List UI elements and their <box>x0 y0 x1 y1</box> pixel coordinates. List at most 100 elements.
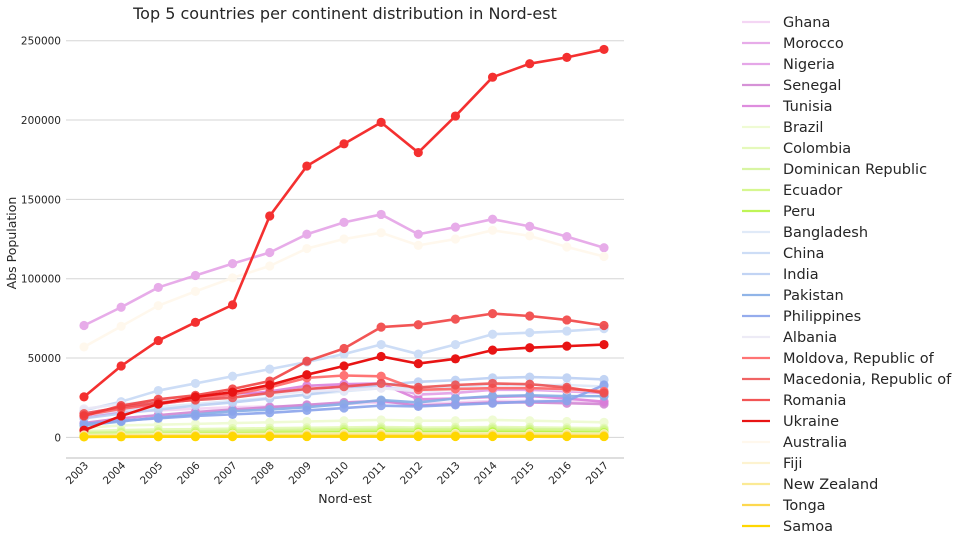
data-point <box>79 411 89 421</box>
data-point <box>599 388 609 398</box>
legend-label: Romania <box>783 393 846 409</box>
data-point <box>79 342 89 352</box>
data-point <box>339 381 349 392</box>
legend-label: Tunisia <box>782 99 833 115</box>
data-point <box>79 392 89 402</box>
data-point <box>562 315 572 325</box>
data-point <box>599 243 609 253</box>
data-point <box>190 270 201 281</box>
x-tick-label: 2007 <box>212 460 239 487</box>
series <box>79 339 609 435</box>
x-tick-label: 2017 <box>584 460 611 487</box>
data-point <box>376 117 386 128</box>
data-point <box>599 339 609 350</box>
data-point <box>265 380 275 390</box>
data-point <box>487 391 498 401</box>
data-point <box>487 345 498 355</box>
series-line <box>83 213 605 327</box>
data-point <box>599 320 609 331</box>
data-point <box>190 411 201 421</box>
data-point <box>302 370 312 380</box>
data-point <box>190 286 201 296</box>
x-tick-label: 2008 <box>249 460 276 487</box>
series <box>79 415 609 433</box>
data-point <box>487 415 498 425</box>
data-point <box>525 59 535 69</box>
data-point <box>562 52 572 62</box>
series <box>79 44 609 402</box>
data-point <box>525 311 535 321</box>
data-point <box>413 358 423 369</box>
legend-label: Ecuador <box>783 183 842 199</box>
data-point <box>599 44 609 55</box>
data-point <box>525 231 535 241</box>
data-point <box>450 354 461 364</box>
data-point <box>302 243 312 254</box>
data-point <box>525 343 535 353</box>
data-point <box>450 416 461 426</box>
data-point <box>525 379 535 389</box>
data-point <box>339 403 349 413</box>
data-point <box>265 388 275 398</box>
data-point <box>450 400 461 410</box>
data-point <box>487 378 498 389</box>
series-lines <box>79 44 609 442</box>
legend-label: Senegal <box>783 78 841 94</box>
data-point <box>227 432 238 442</box>
data-point <box>265 247 275 258</box>
series <box>79 225 609 352</box>
data-point <box>227 300 238 310</box>
data-point <box>413 147 423 158</box>
y-tick-label: 100000 <box>21 274 61 286</box>
data-point <box>487 225 498 235</box>
y-tick-label: 200000 <box>21 115 61 127</box>
data-point <box>376 339 386 350</box>
data-point <box>153 282 163 293</box>
legend-label: Tonga <box>782 498 826 514</box>
data-point <box>153 385 163 396</box>
x-tick-label: 2014 <box>472 459 500 487</box>
data-point <box>525 397 535 407</box>
y-tick-label: 250000 <box>21 36 61 48</box>
x-tick-label: 2012 <box>398 460 425 487</box>
legend-label: Moldova, Republic of <box>783 351 935 367</box>
data-point <box>450 393 461 404</box>
data-point <box>487 72 498 82</box>
x-tick-label: 2003 <box>64 460 91 487</box>
legend-label: Brazil <box>783 120 823 136</box>
data-point <box>413 320 423 330</box>
data-point <box>562 373 572 383</box>
data-point <box>450 431 461 442</box>
data-point <box>79 419 89 429</box>
data-point <box>190 378 201 389</box>
data-point <box>227 387 238 397</box>
data-point <box>265 261 275 271</box>
data-point <box>302 384 312 394</box>
data-point <box>339 361 349 371</box>
data-point <box>450 111 461 121</box>
x-tick-label: 2010 <box>324 460 351 487</box>
data-point <box>487 214 498 224</box>
data-point <box>116 432 126 442</box>
data-point <box>525 431 535 442</box>
data-point <box>525 416 535 426</box>
legend-label: Bangladesh <box>783 225 868 241</box>
data-point <box>413 349 423 359</box>
data-point <box>487 309 498 319</box>
data-point <box>487 431 498 442</box>
y-axis-label: Abs Population <box>4 197 19 290</box>
data-point <box>525 390 535 400</box>
data-point <box>265 364 275 374</box>
legend-label: Ghana <box>783 15 830 31</box>
x-tick-label: 2011 <box>361 460 388 487</box>
data-point <box>153 335 163 346</box>
legend-label: Nigeria <box>783 57 835 73</box>
data-point <box>376 401 386 411</box>
data-point <box>153 432 163 442</box>
data-point <box>339 416 349 426</box>
data-point <box>599 251 609 262</box>
data-point <box>562 341 572 351</box>
data-point <box>413 401 423 412</box>
data-point <box>413 240 423 250</box>
